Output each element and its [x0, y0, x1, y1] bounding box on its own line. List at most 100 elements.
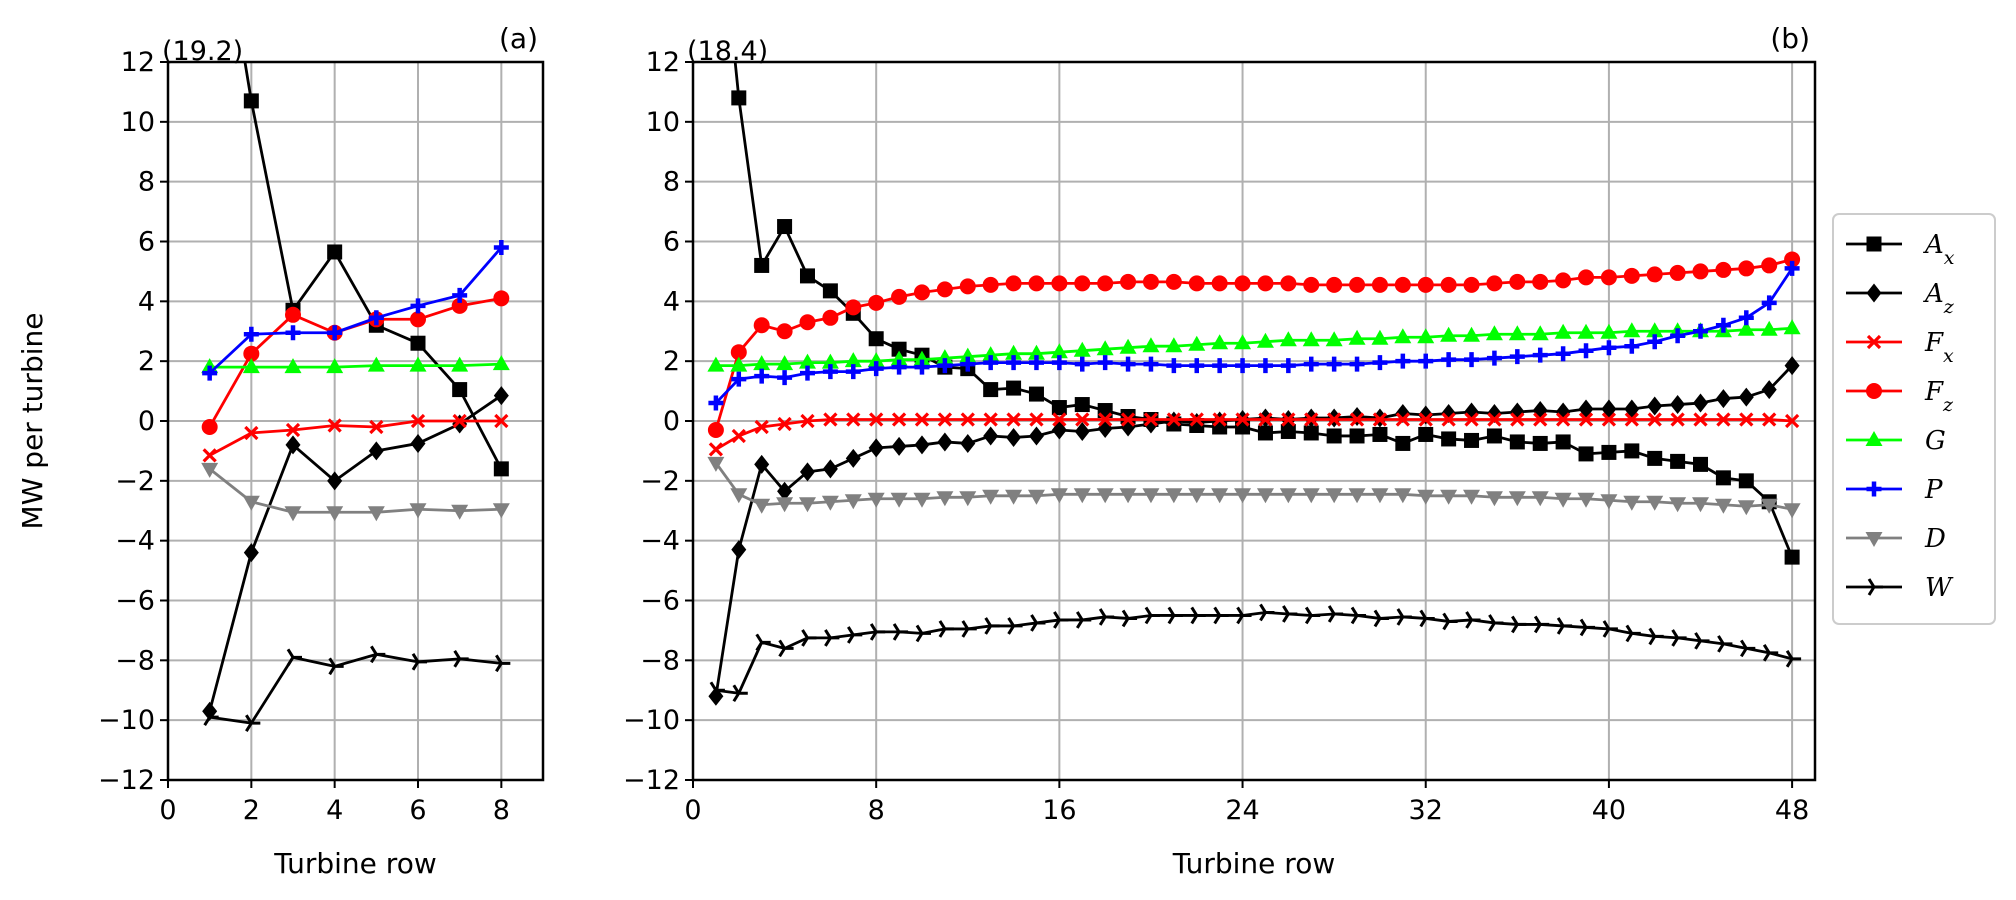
data-point-G — [844, 352, 862, 368]
data-point-Fz — [1303, 276, 1320, 293]
y-tick-label: 0 — [138, 406, 155, 437]
data-point-W — [1304, 606, 1321, 625]
data-point-D — [409, 503, 427, 519]
data-point-Fx — [1304, 412, 1319, 427]
data-point-Ax — [1074, 397, 1090, 413]
data-point-Az — [731, 540, 747, 560]
data-point-Fz — [1738, 260, 1755, 277]
data-point-G — [1119, 338, 1137, 354]
data-point-D — [730, 488, 748, 504]
data-point-P — [368, 310, 384, 326]
x-tick-label: 8 — [868, 795, 885, 826]
data-point-Ax — [1532, 435, 1548, 451]
data-point-G — [1005, 344, 1023, 360]
data-point-D — [201, 462, 219, 478]
data-point-Az — [1738, 387, 1754, 407]
data-point-G — [1440, 326, 1458, 342]
grid — [692, 61, 1815, 781]
data-point-Fx — [823, 412, 838, 427]
data-point-P — [1212, 358, 1228, 374]
data-point-Az — [1670, 395, 1686, 415]
data-point-W — [1282, 605, 1298, 623]
data-point-Ax — [1441, 431, 1457, 447]
series-G — [707, 319, 1801, 372]
data-point-Fz — [936, 281, 953, 298]
y-tick-label: 0 — [663, 406, 680, 437]
data-point-Fz — [1715, 261, 1732, 278]
data-point-Fz — [1097, 275, 1114, 292]
data-point-Az — [1074, 421, 1090, 441]
data-point-G — [959, 347, 977, 363]
data-point-Fz — [1417, 276, 1434, 293]
data-point-Fz — [1578, 269, 1595, 286]
data-point-P — [1601, 340, 1617, 356]
data-point-W — [1007, 617, 1023, 635]
data-point-Fx — [285, 422, 301, 438]
data-point-Fx — [244, 425, 259, 441]
data-point-P — [285, 325, 301, 341]
data-point-Ax — [1578, 446, 1594, 462]
series-D — [707, 456, 1801, 519]
data-point-Ax — [891, 341, 907, 357]
data-point-Fz — [1440, 276, 1457, 293]
x-axis-title: Turbine row — [273, 847, 436, 880]
data-point-D — [1211, 488, 1229, 504]
data-point-W — [1419, 609, 1435, 628]
data-point-Fx — [1624, 412, 1639, 427]
data-point-Fz — [1188, 275, 1205, 292]
data-point-Fx — [1762, 412, 1777, 427]
data-point-D — [1302, 488, 1320, 504]
data-point-P — [452, 287, 468, 303]
data-point-Ax — [1693, 456, 1709, 472]
data-point-Fz — [1646, 266, 1663, 283]
data-point-Fx — [1739, 412, 1754, 427]
data-point-Ax — [983, 382, 999, 398]
data-point-D — [1096, 488, 1114, 504]
data-point-P — [1006, 355, 1022, 371]
data-point-G — [1737, 320, 1755, 336]
data-point-D — [936, 491, 954, 507]
data-point-Fx — [1189, 412, 1204, 427]
y-tick-label: 6 — [663, 227, 680, 258]
data-point-P — [1097, 355, 1113, 371]
data-point-W — [370, 645, 386, 664]
data-point-W — [1259, 603, 1275, 622]
data-point-Fx — [1120, 412, 1136, 427]
data-point-D — [1142, 488, 1160, 504]
data-point-Ax — [1509, 434, 1525, 450]
data-point-W — [1694, 632, 1710, 650]
data-point-D — [753, 498, 771, 514]
data-point-W — [732, 684, 748, 703]
data-point-W — [938, 620, 954, 638]
legend-marker — [1866, 334, 1882, 350]
data-point-Az — [285, 435, 301, 455]
data-point-G — [913, 350, 931, 366]
series-Fx — [708, 412, 1800, 457]
data-point-D — [1165, 488, 1183, 504]
data-point-W — [328, 657, 344, 676]
data-point-Ax — [1486, 428, 1502, 444]
data-point-W — [1442, 612, 1458, 631]
data-point-P — [1349, 356, 1365, 372]
data-point-P — [1784, 260, 1800, 276]
data-point-Ax — [1555, 434, 1571, 450]
data-point-D — [1783, 503, 1801, 519]
data-point-P — [731, 371, 747, 387]
data-point-G — [1463, 326, 1481, 342]
data-point-P — [891, 359, 907, 375]
data-point-Fx — [1693, 412, 1708, 427]
legend-marker — [1865, 532, 1883, 547]
series-line-W — [715, 611, 1793, 695]
data-point-P — [202, 365, 218, 381]
data-point-Fz — [1142, 273, 1159, 290]
data-point-D — [913, 492, 931, 508]
data-point-Ax — [452, 382, 468, 398]
data-point-W — [1625, 624, 1641, 643]
data-point-Fx — [494, 413, 509, 429]
data-point-W — [286, 648, 302, 667]
x-tick-label: 0 — [684, 795, 701, 826]
data-point-Az — [777, 481, 793, 501]
data-point-Ax — [243, 93, 259, 109]
series-Ax — [731, 62, 1800, 565]
data-point-W — [1579, 618, 1596, 637]
